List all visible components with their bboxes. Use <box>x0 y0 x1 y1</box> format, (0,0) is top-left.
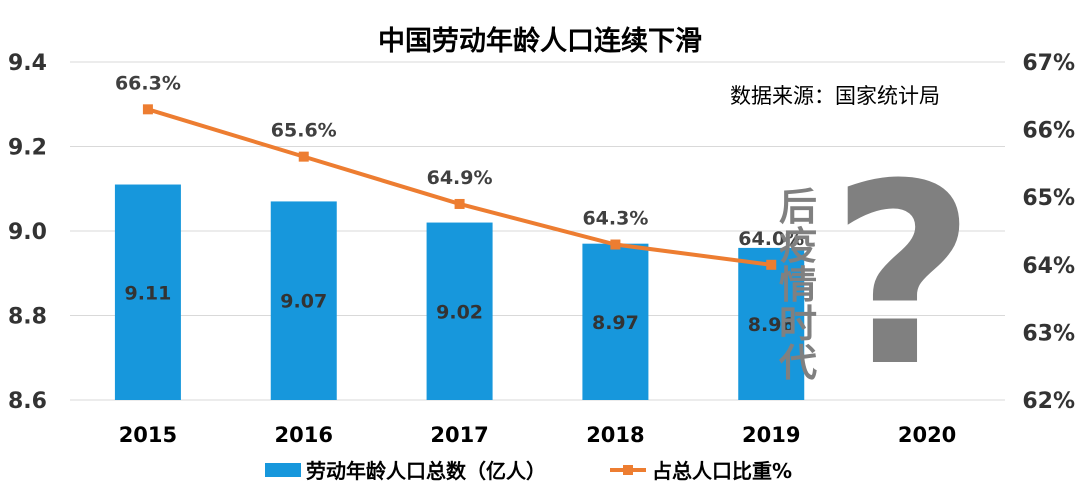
line-marker <box>610 239 621 250</box>
y-left-tick-label: 9.4 <box>8 51 47 76</box>
gridlines <box>70 61 1005 401</box>
legend-label: 占总人口比重% <box>652 459 792 483</box>
legend-label: 劳动年龄人口总数（亿人） <box>306 459 546 483</box>
vertical-annotation-char: 时 <box>779 302 817 346</box>
line-value-label: 64.3% <box>582 208 648 230</box>
bar <box>582 243 649 400</box>
vertical-annotation-char: 疫 <box>779 224 817 268</box>
x-tick-label: 2019 <box>742 423 800 447</box>
bar-value-label: 8.97 <box>592 312 639 334</box>
legend: 劳动年龄人口总数（亿人） 占总人口比重% <box>265 459 792 483</box>
question-mark: ? <box>830 130 975 421</box>
bar-value-label: 9.11 <box>124 282 171 304</box>
y-left-tick-label: 8.8 <box>8 305 47 330</box>
vertical-annotation-char: 后 <box>779 185 817 229</box>
bar-series: 9.11 9.07 9.02 8.97 8.96 <box>114 184 805 400</box>
y-right-tick-label: 64% <box>1022 254 1075 279</box>
line-value-label: 64.0% <box>738 228 804 250</box>
bar <box>114 184 181 400</box>
x-tick-label: 2017 <box>430 423 488 447</box>
bar <box>426 222 493 400</box>
line-marker <box>454 198 465 209</box>
legend-swatch-bar <box>265 463 301 477</box>
line-series: 66.3% 65.6% 64.9% 64.3% 64.0% <box>115 72 804 270</box>
vertical-annotation-char: 情 <box>779 263 817 307</box>
line-value-label: 65.6% <box>271 120 337 142</box>
x-tick-label: 2020 <box>898 423 956 447</box>
y-left-tick-label: 9.2 <box>8 136 47 161</box>
bar-value-label: 8.96 <box>748 314 795 336</box>
vertical-annotation-char: 代 <box>779 341 817 385</box>
line-value-label: 64.9% <box>427 167 493 189</box>
y-right-tick-label: 66% <box>1022 119 1075 144</box>
y-right-tick-label: 67% <box>1022 51 1075 76</box>
source-note: 数据来源：国家统计局 <box>730 84 940 108</box>
x-tick-label: 2018 <box>586 423 644 447</box>
left-axis: 8.6 8.8 9.0 9.2 9.4 <box>8 51 47 414</box>
bar-value-label: 9.02 <box>436 301 483 323</box>
x-tick-label: 2016 <box>275 423 333 447</box>
y-right-tick-label: 63% <box>1022 321 1075 346</box>
x-axis: 2015 2016 2017 2018 2019 2020 <box>119 423 957 447</box>
bar <box>270 201 337 400</box>
y-right-tick-label: 62% <box>1022 389 1075 414</box>
y-left-tick-label: 9.0 <box>8 220 47 245</box>
legend-swatch-marker <box>623 465 633 475</box>
right-axis: 62% 63% 64% 65% 66% 67% <box>1022 51 1075 414</box>
x-tick-label: 2015 <box>119 423 177 447</box>
bar-value-label: 9.07 <box>280 291 327 313</box>
line-marker <box>766 259 777 270</box>
y-left-tick-label: 8.6 <box>8 389 47 414</box>
bar <box>738 247 805 400</box>
y-right-tick-label: 65% <box>1022 186 1075 211</box>
line-value-label: 66.3% <box>115 72 181 94</box>
chart-title: 中国劳动年龄人口连续下滑 <box>378 25 702 57</box>
line-marker <box>298 151 309 162</box>
line-marker <box>142 104 153 115</box>
